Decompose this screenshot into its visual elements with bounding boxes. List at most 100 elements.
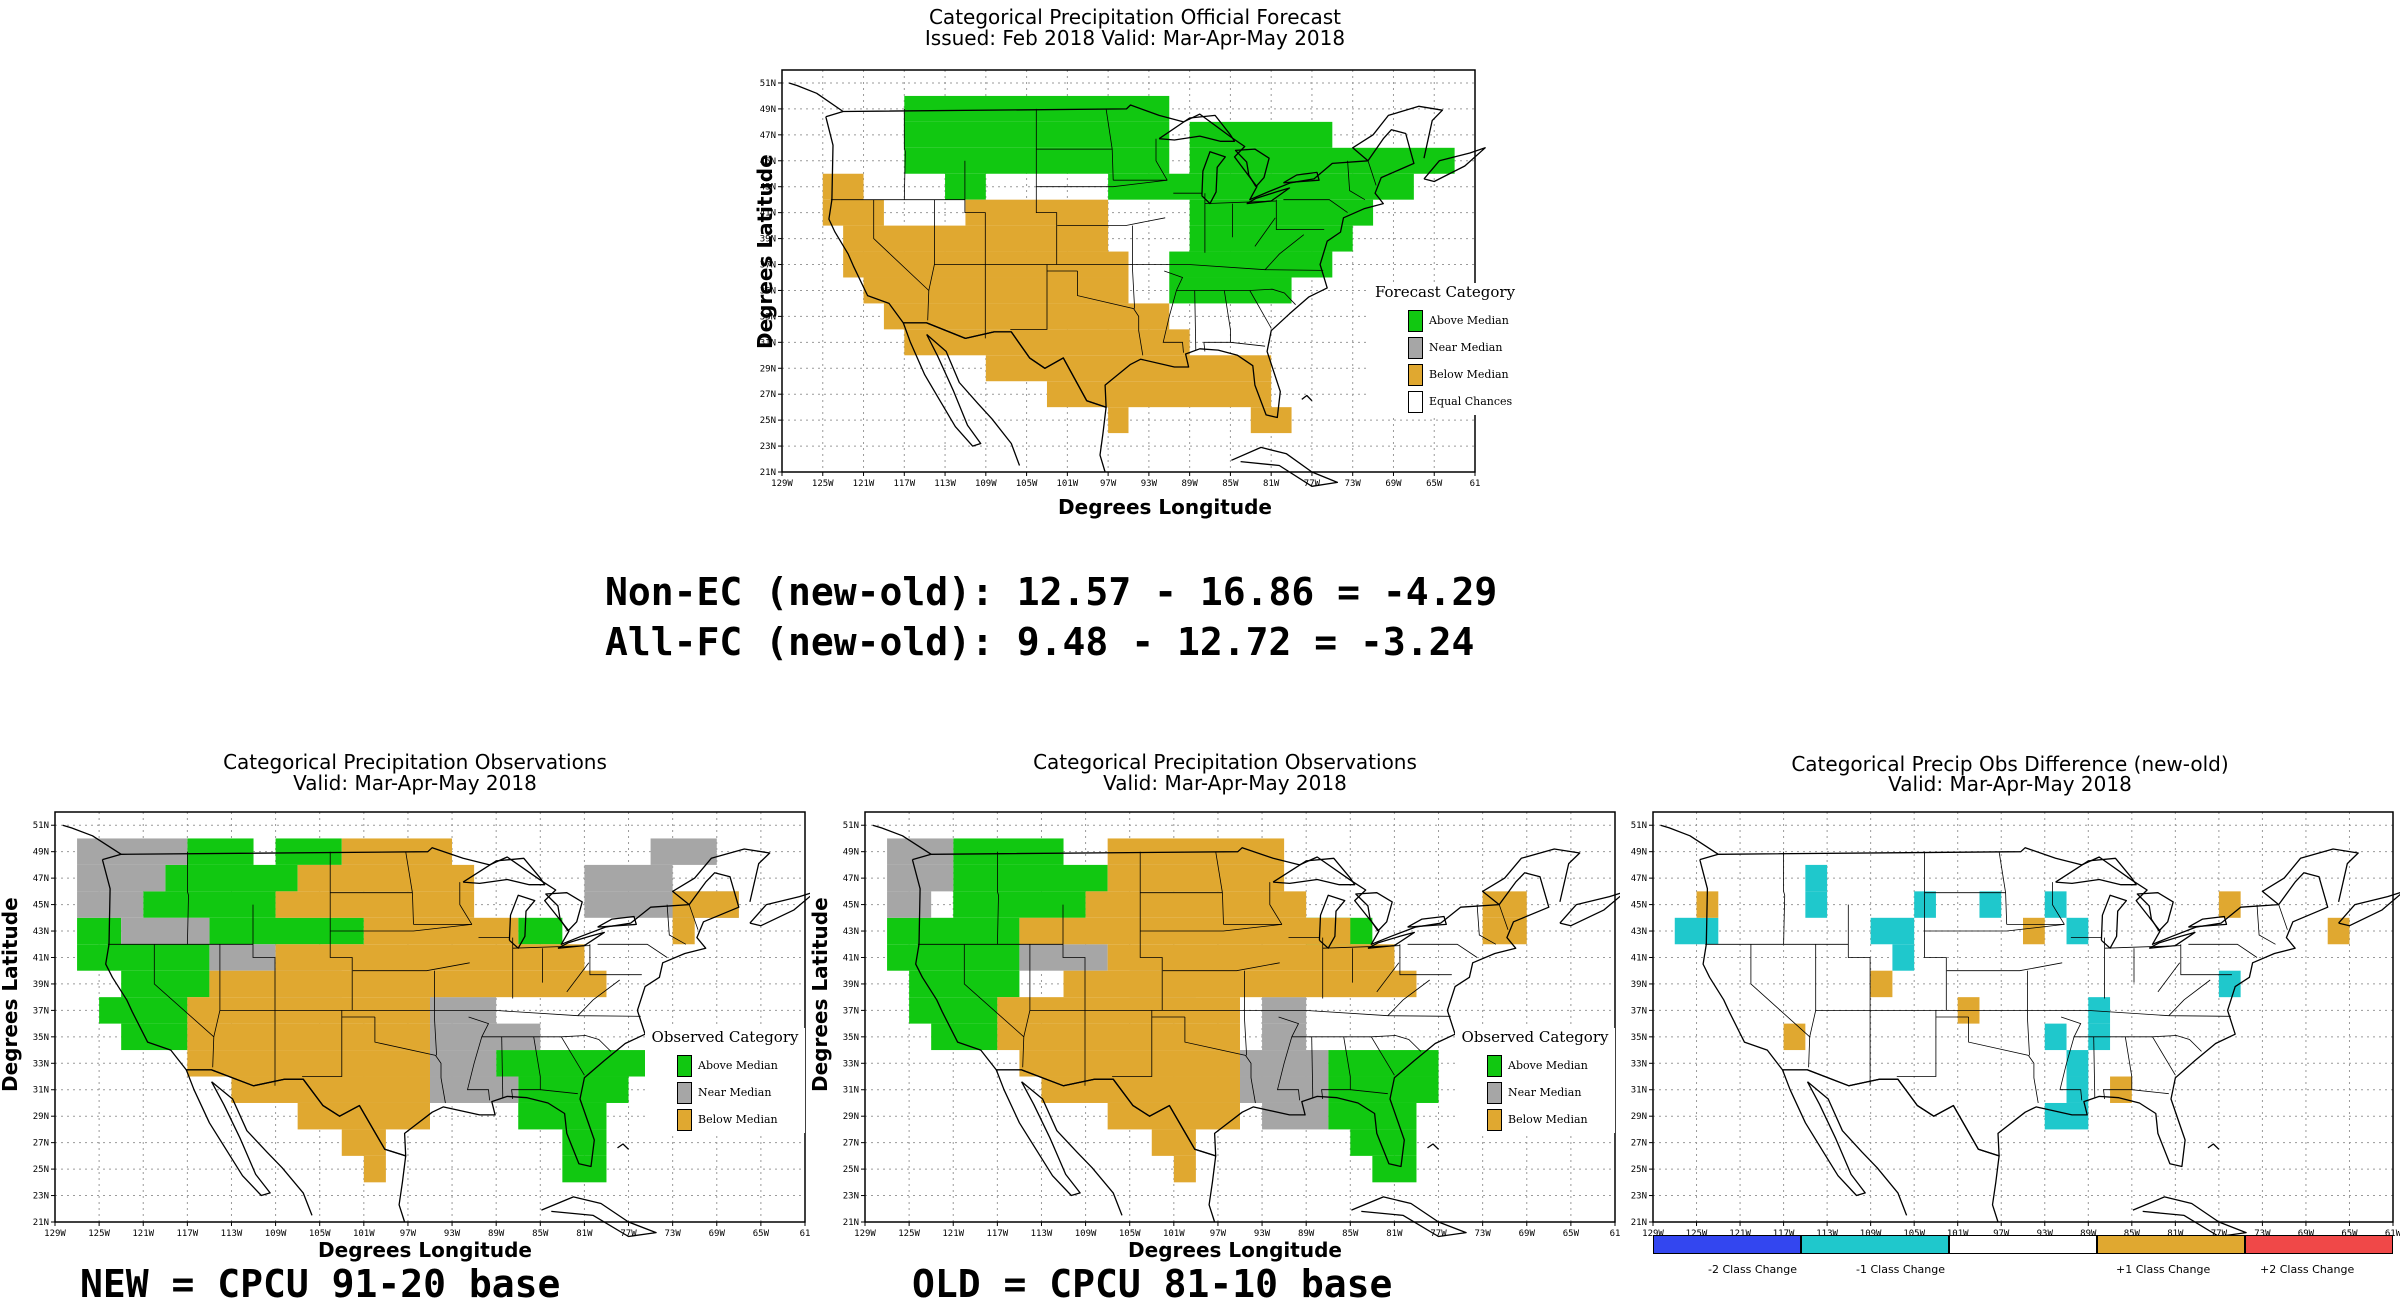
category-cell-B xyxy=(1041,1076,1240,1103)
lat-tick-label: 27N xyxy=(843,1139,859,1149)
category-cell-B xyxy=(1250,407,1292,434)
category-cell-B xyxy=(1063,970,1417,998)
lat-tick-label: 31N xyxy=(1631,1086,1647,1096)
lat-tick-label: 31N xyxy=(843,1086,859,1096)
category-cell-A xyxy=(953,891,1086,918)
lon-tick-label: 125W xyxy=(812,479,834,489)
lon-tick-label: 69W xyxy=(1385,479,1402,489)
category-cell-B xyxy=(297,1102,430,1130)
diff-panel: Categorical Precip Obs Difference (new-o… xyxy=(1620,745,2400,1285)
category-cell-P xyxy=(2218,891,2241,918)
category-cell-B xyxy=(209,970,607,998)
category-cell-A xyxy=(77,917,122,945)
obs-old-x-label: Degrees Longitude xyxy=(1128,1238,1342,1262)
lon-tick-label: 109W xyxy=(975,479,997,489)
category-cell-A xyxy=(953,864,1108,892)
category-cell-A xyxy=(99,997,188,1024)
legend-below: Below Median xyxy=(677,1106,805,1133)
lat-tick-label: 35N xyxy=(843,1033,859,1043)
lat-tick-label: 25N xyxy=(33,1165,49,1175)
lon-tick-label: 65W xyxy=(753,1229,770,1239)
lon-tick-label: 97W xyxy=(400,1229,417,1239)
category-cell-M xyxy=(1805,891,1828,918)
axis-ticks: 21N 23N 25N 27N 29N 31N 33N 35N 37N 39N 41N 43N 45N 4… xyxy=(843,821,1620,1239)
lat-tick-label: 39N xyxy=(843,980,859,990)
caption-old: OLD = CPCU 81-10 base xyxy=(912,1262,1393,1306)
lon-tick-label: 85W xyxy=(1342,1229,1359,1239)
category-cell-A xyxy=(904,95,1170,122)
lon-tick-label: 105W xyxy=(1016,479,1038,489)
lat-tick-label: 51N xyxy=(33,821,49,831)
category-cell-P xyxy=(1870,970,1893,998)
lon-tick-label: 129W xyxy=(771,479,793,489)
category-cell-N xyxy=(77,864,166,892)
lon-tick-label: 105W xyxy=(309,1229,331,1239)
category-cell-M xyxy=(2066,1050,2089,1077)
lon-tick-label: 89W xyxy=(1182,479,1199,489)
lat-tick-label: 23N xyxy=(760,442,776,452)
lon-tick-label: 93W xyxy=(1141,479,1158,489)
lon-tick-label: 121W xyxy=(853,479,875,489)
category-cell-N xyxy=(650,838,717,865)
lat-tick-label: 33N xyxy=(33,1059,49,1069)
category-cell-A xyxy=(1350,1129,1417,1156)
category-cell-B xyxy=(1173,1155,1196,1183)
lon-tick-label: 61W xyxy=(2385,1229,2400,1239)
lon-tick-label: 105W xyxy=(1903,1229,1925,1239)
lat-tick-label: 29N xyxy=(843,1112,859,1122)
lon-tick-label: 101W xyxy=(353,1229,375,1239)
lat-tick-label: 47N xyxy=(1631,874,1647,884)
category-cell-B xyxy=(1085,891,1307,918)
category-cell-N xyxy=(77,838,188,865)
obs-old-map: 21N 23N 25N 27N 29N 31N 33N 35N 37N 39N 41N 43N 45N 4… xyxy=(843,811,1620,1239)
lat-tick-label: 27N xyxy=(33,1139,49,1149)
lon-tick-label: 125W xyxy=(88,1229,110,1239)
lat-tick-label: 33N xyxy=(760,312,776,322)
category-cell-N xyxy=(1262,1102,1329,1130)
forecast-map: 21N 23N 25N 27N 29N 31N 33N 35N 37N 39N 41N 43N 45N 4… xyxy=(760,69,1486,489)
obs-new-x-label: Degrees Longitude xyxy=(318,1238,532,1262)
lon-tick-label: 105W xyxy=(1119,1229,1141,1239)
lon-tick-label: 77W xyxy=(620,1229,637,1239)
category-cell-A xyxy=(496,1050,651,1077)
category-cell-N xyxy=(121,917,210,945)
category-cell-A xyxy=(121,970,210,998)
map-frame xyxy=(54,811,806,1223)
lon-tick-label: 69W xyxy=(709,1229,726,1239)
diff-colorbar xyxy=(1653,1235,2393,1254)
colorbar-label-plus1: +1 Class Change xyxy=(2116,1263,2211,1276)
lat-tick-label: 23N xyxy=(843,1192,859,1202)
obs-old-legend: Observed Category Above Median Near Medi… xyxy=(1455,1028,1615,1133)
lon-tick-label: 109W xyxy=(1075,1229,1097,1239)
lon-tick-label: 69W xyxy=(2298,1229,2315,1239)
category-cell-B xyxy=(1019,1050,1240,1077)
axis-ticks: 21N 23N 25N 27N 29N 31N 33N 35N 37N 39N 41N 43N 45N 4… xyxy=(760,79,1481,489)
category-cells xyxy=(77,838,739,1183)
colorbar-minus2 xyxy=(1653,1235,1801,1254)
lat-tick-label: 51N xyxy=(843,821,859,831)
category-cell-A xyxy=(187,838,254,865)
obs-new-map: 21N 23N 25N 27N 29N 31N 33N 35N 37N 39N 41N 43N 45N 4… xyxy=(33,811,810,1239)
obs-old-title: Categorical Precipitation Observations xyxy=(1033,750,1417,774)
category-cell-B xyxy=(843,225,1109,252)
category-cell-M xyxy=(2066,917,2089,945)
lon-tick-label: 129W xyxy=(1642,1229,1664,1239)
lat-tick-label: 23N xyxy=(1631,1192,1647,1202)
axis-ticks: 21N 23N 25N 27N 29N 31N 33N 35N 37N 39N 41N 43N 45N 4… xyxy=(1631,821,2400,1239)
category-cell-N xyxy=(887,891,932,918)
lon-tick-label: 81W xyxy=(1263,479,1280,489)
category-cell-B xyxy=(275,944,585,971)
category-cell-A xyxy=(77,944,210,971)
category-cell-B xyxy=(1108,407,1129,434)
category-cell-B xyxy=(187,1050,430,1077)
category-cell-M xyxy=(1870,917,1915,945)
lat-tick-label: 39N xyxy=(760,235,776,245)
category-cell-B xyxy=(1482,917,1527,945)
lat-tick-label: 29N xyxy=(760,364,776,374)
category-cell-A xyxy=(143,891,276,918)
lat-tick-label: 35N xyxy=(33,1033,49,1043)
colorbar-label-minus2: -2 Class Change xyxy=(1708,1263,1798,1276)
lon-tick-label: 77W xyxy=(1304,479,1321,489)
lon-tick-label: 113W xyxy=(934,479,956,489)
lon-tick-label: 81W xyxy=(2167,1229,2184,1239)
